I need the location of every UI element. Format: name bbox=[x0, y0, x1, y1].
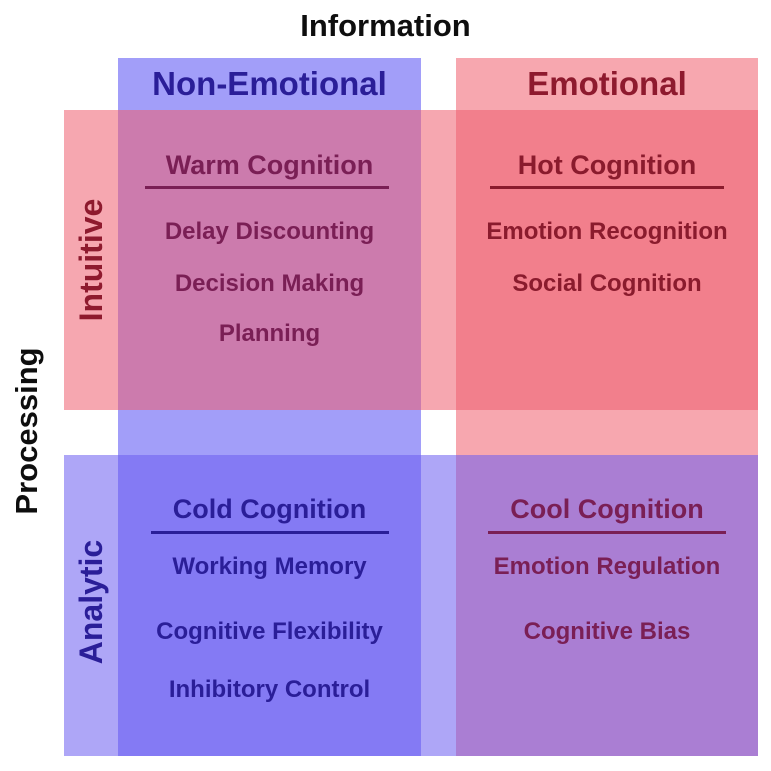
warm-cognition-underline bbox=[145, 186, 389, 189]
row-label-intuitive: Intuitive bbox=[73, 198, 109, 322]
cool-cognition-title: Cool Cognition bbox=[510, 494, 704, 524]
processing-axis-title: Processing bbox=[9, 347, 44, 515]
intuitive-row-band bbox=[64, 110, 758, 410]
column-label-non-emotional: Non-Emotional bbox=[152, 65, 387, 102]
analytic-row-band bbox=[64, 455, 758, 756]
cold-item: Inhibitory Control bbox=[168, 676, 371, 703]
warm-item: Delay Discounting bbox=[164, 218, 375, 245]
warm-item: Decision Making bbox=[174, 270, 365, 297]
hot-cognition-title: Hot Cognition bbox=[517, 150, 697, 180]
warm-cognition-title: Warm Cognition bbox=[165, 150, 374, 180]
cold-item: Cognitive Flexibility bbox=[156, 618, 383, 645]
row-label-analytic: Analytic bbox=[73, 539, 109, 665]
cold-cognition-underline bbox=[151, 531, 389, 534]
cold-item: Working Memory bbox=[172, 553, 367, 580]
warm-item: Planning bbox=[218, 320, 321, 347]
information-axis-title: Information bbox=[300, 8, 471, 43]
column-label-emotional: Emotional bbox=[527, 65, 687, 102]
cold-cognition-title: Cold Cognition bbox=[172, 494, 367, 524]
hot-cognition-underline bbox=[490, 186, 724, 189]
cool-item: Cognitive Bias bbox=[523, 618, 691, 645]
hot-item: Social Cognition bbox=[512, 270, 702, 297]
cool-cognition-underline bbox=[488, 531, 726, 534]
hot-item: Emotion Recognition bbox=[486, 218, 728, 245]
cool-item: Emotion Regulation bbox=[493, 553, 721, 580]
